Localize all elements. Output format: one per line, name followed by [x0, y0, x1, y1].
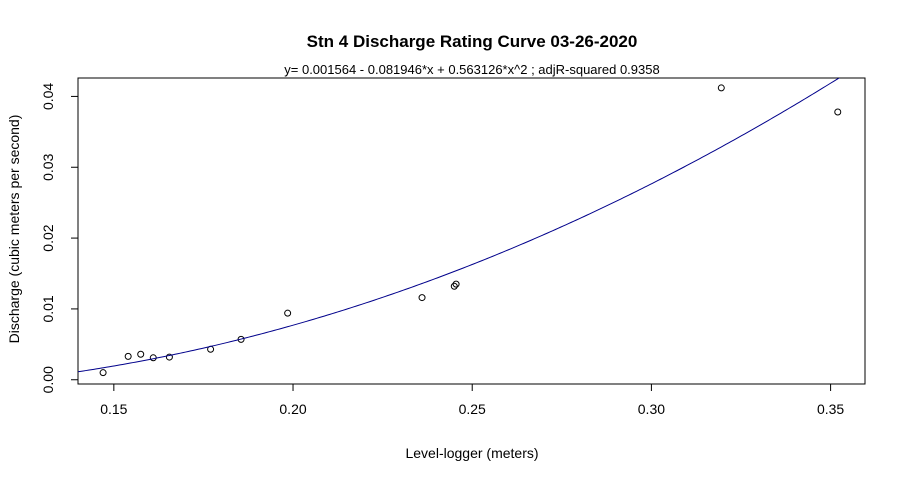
data-point	[165, 353, 173, 361]
y-tick-label: 0.03	[40, 153, 56, 180]
fit-curve-line	[78, 78, 840, 373]
data-point	[834, 108, 842, 116]
x-tick-label: 0.25	[459, 401, 486, 417]
x-tick-label: 0.15	[100, 401, 127, 417]
y-axis: 0.00 0.01 0.02 0.03 0.04	[40, 83, 79, 393]
x-tick-label: 0.20	[279, 401, 306, 417]
x-tick-label: 0.35	[817, 401, 844, 417]
data-point	[124, 352, 132, 360]
data-point	[450, 282, 458, 290]
data-point	[137, 350, 145, 358]
chart-title: Stn 4 Discharge Rating Curve 03-26-2020	[307, 32, 638, 51]
y-tick-label: 0.01	[40, 295, 56, 322]
x-axis: 0.15 0.20 0.25 0.30 0.35	[100, 383, 844, 417]
plot-area	[78, 78, 842, 377]
data-point	[284, 309, 292, 317]
x-tick-label: 0.30	[638, 401, 665, 417]
y-tick-label: 0.00	[40, 366, 56, 393]
data-point	[717, 84, 725, 92]
data-point	[149, 354, 157, 362]
data-point	[99, 369, 107, 377]
y-tick-label: 0.04	[40, 83, 56, 110]
data-point	[418, 294, 426, 302]
x-axis-label: Level-logger (meters)	[405, 445, 538, 461]
y-axis-label: Discharge (cubic meters per second)	[6, 115, 22, 344]
data-point	[452, 280, 460, 288]
chart-subtitle: y= 0.001564 - 0.081946*x + 0.563126*x^2 …	[284, 62, 659, 77]
y-tick-label: 0.02	[40, 224, 56, 251]
plot-frame	[77, 77, 866, 385]
